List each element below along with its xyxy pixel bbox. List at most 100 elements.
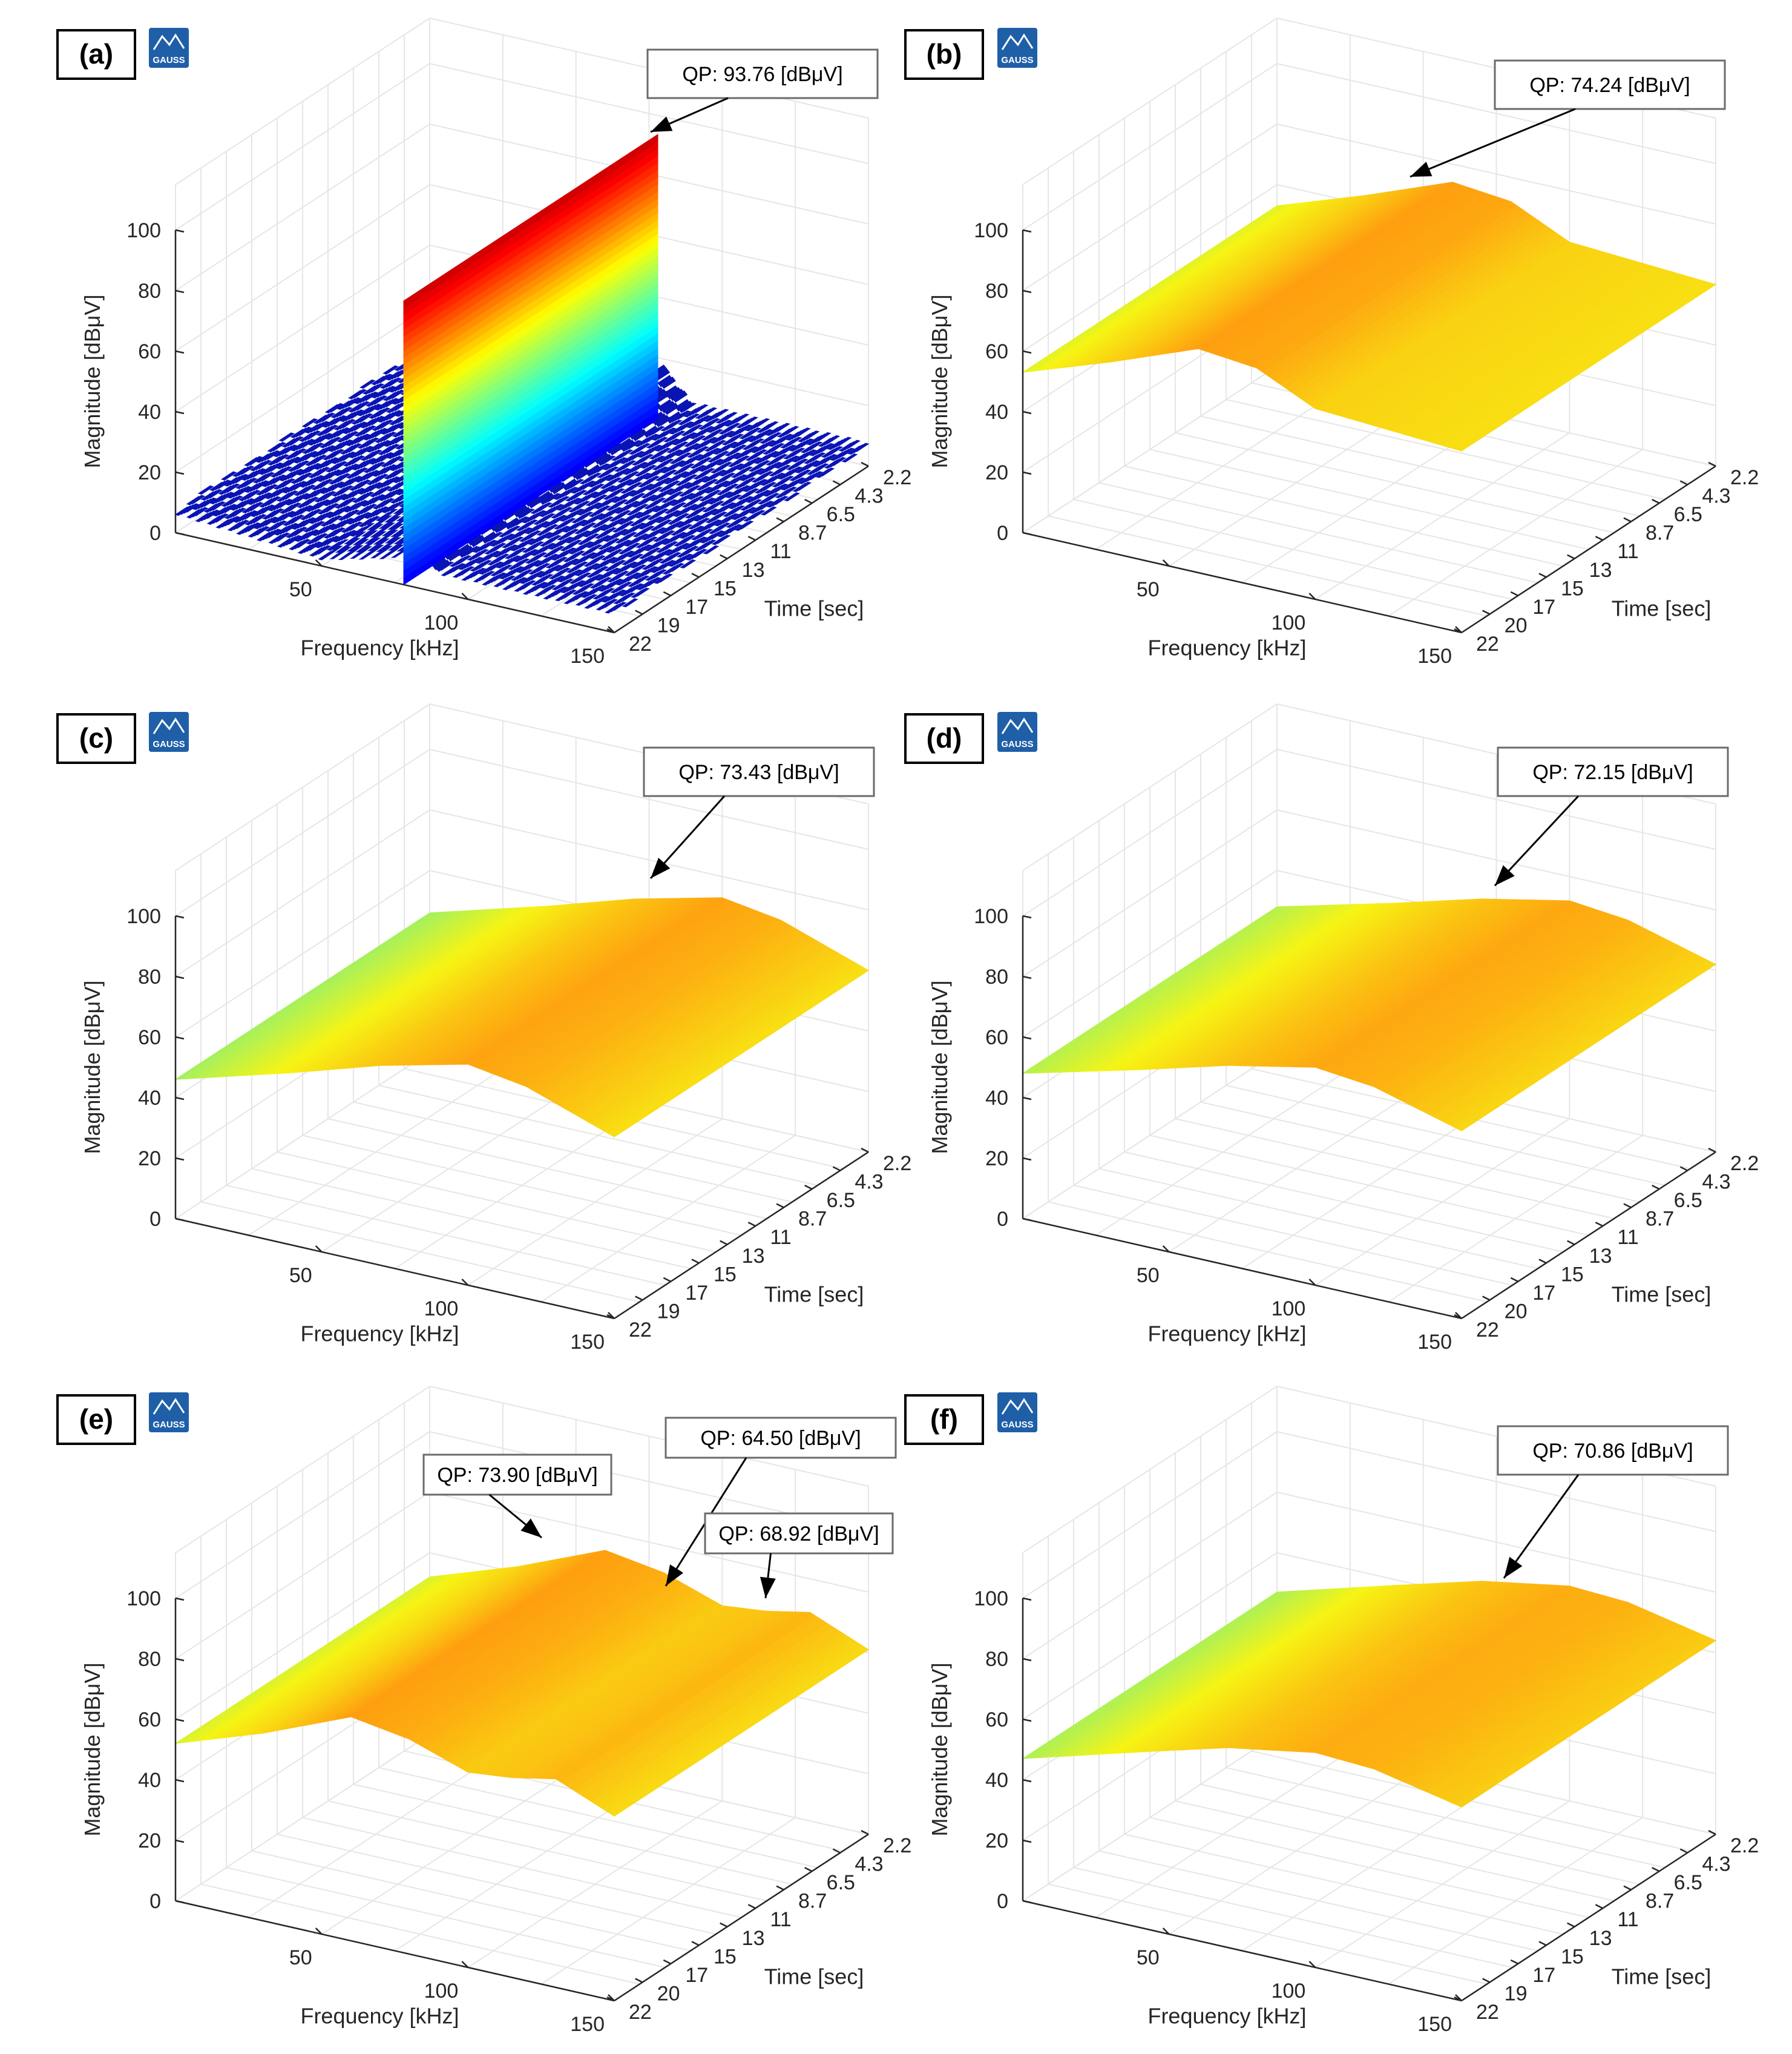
surface-cell (760, 482, 777, 492)
surface-cell (701, 436, 718, 446)
surface-cell (803, 430, 820, 440)
surface-cell (369, 415, 386, 426)
wall-top-edge (175, 18, 430, 185)
surface-cell (736, 424, 753, 434)
y-tick (691, 573, 700, 578)
surface-cell (646, 444, 663, 454)
surface-cell (608, 443, 625, 456)
surface-cell (763, 493, 780, 502)
surface-cell (669, 430, 686, 440)
surface-cell (707, 458, 724, 468)
floor-grid-line (1314, 432, 1570, 600)
surface-cell (687, 454, 704, 463)
surface-cell (795, 469, 812, 479)
surface-cell (382, 365, 399, 375)
x-axis-title: Frequency [kHz] (300, 636, 459, 660)
surface-cell (678, 463, 695, 473)
surface-cell (704, 418, 721, 427)
surface-cell (721, 412, 738, 421)
surface-cell (835, 436, 852, 446)
y-tick-label: 6.5 (827, 503, 855, 526)
surface-cell (359, 379, 376, 389)
surface-cell (686, 424, 703, 433)
surface-cell (775, 464, 791, 474)
surface-cell (772, 483, 789, 493)
surface-cell (753, 418, 770, 427)
surface-cell (762, 421, 779, 430)
surface-cell (628, 450, 645, 460)
surface-cell (672, 390, 688, 403)
floor-grid-line (1095, 382, 1351, 550)
surface-cell (701, 407, 718, 416)
y-tick-label: 8.7 (798, 522, 827, 545)
surface-cell (643, 433, 660, 443)
surface-cell (727, 433, 744, 443)
surface-cell (368, 383, 385, 393)
z-tick (175, 289, 185, 294)
surface-cell (760, 439, 776, 449)
y-axis-title: Time [sec] (764, 596, 864, 621)
y-tick-label: 4.3 (855, 485, 883, 508)
x-tick-label: 150 (570, 645, 605, 668)
surface-cell (379, 386, 396, 395)
y-tick (804, 498, 813, 504)
surface-cell (780, 444, 797, 454)
surface-cell (797, 438, 814, 448)
surface-cell (718, 430, 735, 440)
surface-cell (681, 432, 698, 441)
surface-cell (754, 460, 771, 470)
surface-cell (655, 447, 672, 457)
surface-cell (781, 486, 798, 496)
surface-cell (807, 471, 824, 481)
surface-cell (754, 490, 771, 499)
surface (174, 134, 870, 614)
surface-cell (806, 441, 823, 451)
surface-cell (757, 471, 774, 481)
surface-cell (658, 458, 675, 468)
surface-cell (748, 468, 765, 478)
surface-cell (663, 438, 680, 448)
surface-cell (634, 443, 651, 452)
surface-cell (844, 439, 861, 449)
z-tick-label: 40 (138, 401, 161, 424)
surface-cell (715, 420, 732, 429)
surface-cell (734, 455, 750, 465)
surface-cell (721, 441, 738, 451)
surface-cell (730, 444, 747, 454)
surface-cell (711, 469, 727, 479)
surface-cell (784, 492, 800, 502)
surface-cell (689, 435, 706, 444)
surface-cell (617, 449, 634, 459)
y-tick-label: 13 (742, 559, 765, 582)
floor-grid-line (1388, 449, 1643, 617)
surface-cell (652, 466, 669, 476)
surface-cell (386, 410, 402, 420)
surface-cell (716, 461, 733, 471)
surface-cell (382, 398, 399, 407)
surface-cell (657, 416, 674, 426)
z-tick (175, 350, 185, 354)
surface-cell (698, 426, 715, 435)
surface-cell (704, 447, 721, 457)
surface-cell (757, 429, 773, 438)
surface-cell (737, 466, 753, 476)
y-tick (635, 610, 643, 615)
surface-cell (786, 466, 803, 476)
z-tick-label: 60 (138, 340, 161, 363)
z-tick-label: 80 (138, 280, 161, 303)
z-tick-label: 100 (126, 219, 161, 242)
surface-cell (680, 403, 697, 412)
surface-cell (724, 423, 741, 432)
surface-cell (599, 455, 616, 465)
surface-cell (672, 471, 689, 481)
y-tick-label: 17 (685, 596, 708, 619)
surface-cell (631, 429, 648, 441)
surface-cell (366, 403, 382, 413)
surface-cell (751, 479, 768, 489)
surface-cell (672, 441, 689, 451)
y-tick (663, 591, 671, 597)
surface-cell (698, 468, 715, 477)
surface-cell (731, 474, 747, 484)
surface-cell (353, 401, 370, 410)
